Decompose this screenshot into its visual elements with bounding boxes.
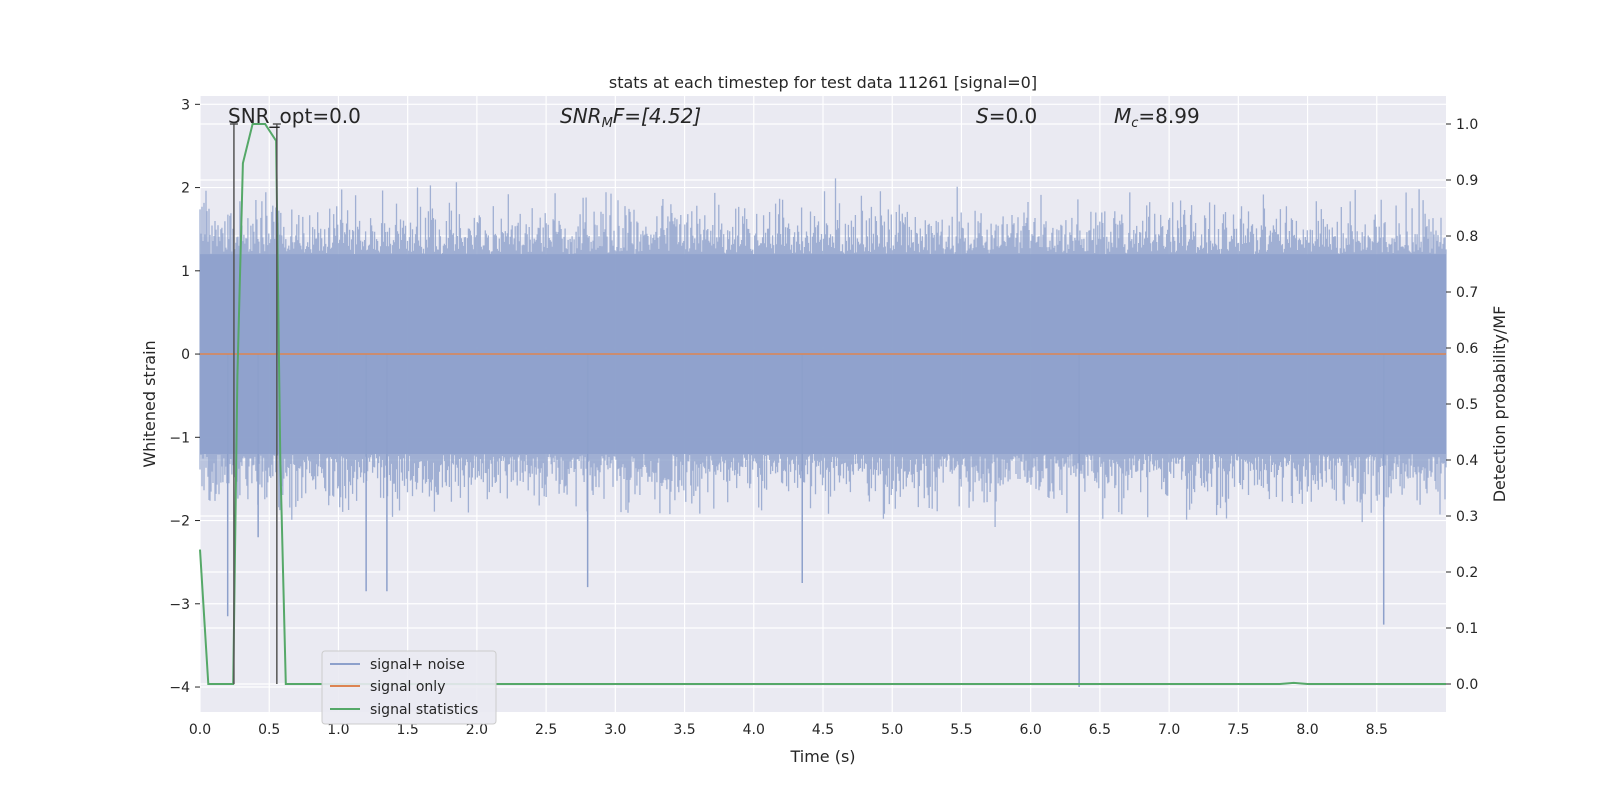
x-tick-label: 4.5 [812, 722, 834, 738]
x-tick-label: 6.0 [1020, 722, 1042, 738]
legend-box [321, 650, 497, 725]
x-tick-label: 7.0 [1158, 722, 1180, 738]
snr-mf-sub: M [602, 116, 613, 131]
y2-tick-label: 0.0 [1456, 677, 1478, 693]
x-tick-label: 8.0 [1296, 722, 1318, 738]
x-tick-label: 3.5 [673, 722, 695, 738]
y2-tick-label: 1.0 [1456, 117, 1478, 133]
x-axis-label: Time (s) [789, 747, 855, 766]
y2-tick-label: 0.3 [1456, 509, 1478, 525]
x-tick-label: 2.0 [466, 722, 488, 738]
y-ticks: 3 2 1 0 −1 −2 −3 −4 [169, 97, 200, 696]
annotation-snr-mf: SNRMF=[4.52] [560, 104, 701, 131]
x-tick-label: 8.5 [1366, 722, 1388, 738]
s-rest: =0.0 [989, 104, 1038, 128]
x-tick-label: 0.0 [189, 722, 211, 738]
x-tick-label: 1.5 [397, 722, 419, 738]
annotation-mc: Mc=8.99 [1114, 104, 1200, 131]
x-tick-label: 0.5 [258, 722, 280, 738]
snr-mf-rest: F=[4.52] [613, 104, 701, 128]
annotation-s: S=0.0 [976, 104, 1037, 128]
x-tick-label: 4.0 [743, 722, 765, 738]
y-tick-label: 1 [181, 264, 190, 280]
y-tick-label: −1 [169, 430, 190, 446]
snr-mf-label: SNR [560, 104, 602, 128]
x-tick-label: 7.5 [1227, 722, 1249, 738]
y2-ticks: 1.0 0.9 0.8 0.7 0.6 0.5 0.4 0.3 0.2 0.1 0.0 [1446, 117, 1478, 693]
y2-tick-label: 0.2 [1456, 565, 1478, 581]
y2-tick-label: 0.9 [1456, 173, 1478, 189]
x-tick-label: 2.5 [535, 722, 557, 738]
vertical-markers [229, 123, 281, 684]
s-label: S [976, 104, 989, 128]
y-tick-label: 0 [181, 347, 190, 363]
y2-tick-label: 0.1 [1456, 621, 1478, 637]
y-tick-label: −2 [169, 514, 190, 530]
y2-tick-label: 0.7 [1456, 285, 1478, 301]
y-tick-label: 2 [181, 181, 190, 197]
mc-sub: c [1131, 116, 1138, 131]
legend-label-noise: signal+ noise [370, 657, 465, 673]
y2-tick-label: 0.6 [1456, 341, 1478, 357]
y-tick-label: 3 [181, 97, 190, 113]
mc-rest: =8.99 [1138, 104, 1199, 128]
x-tick-label: 6.5 [1089, 722, 1111, 738]
y2-tick-label: 0.4 [1456, 453, 1478, 469]
x-tick-label: 3.0 [604, 722, 626, 738]
y2-tick-label: 0.8 [1456, 229, 1478, 245]
x-ticks: 0.0 0.5 1.0 1.5 2.0 2.5 3.0 3.5 4.0 4.5 5.0 5.5 6.0 6… [189, 722, 1388, 738]
y2-tick-label: 0.5 [1456, 397, 1478, 413]
y-tick-label: −3 [169, 597, 190, 613]
legend-label-signal: signal only [370, 679, 445, 695]
x-tick-label: 5.5 [950, 722, 972, 738]
y2-axis-label: Detection probability/MF [1490, 306, 1509, 503]
chart-title: stats at each timestep for test data 112… [609, 73, 1037, 92]
y-axis-label: Whitened strain [140, 340, 159, 467]
x-tick-label: 1.0 [327, 722, 349, 738]
x-tick-label: 5.0 [881, 722, 903, 738]
legend-label-stats: signal statistics [370, 702, 478, 718]
y-tick-label: −4 [169, 680, 190, 696]
annotation-snr-opt: SNR_opt=0.0 [228, 104, 361, 128]
mc-label: M [1114, 104, 1131, 128]
legend: signal+ noise signal only signal statist… [321, 650, 497, 725]
